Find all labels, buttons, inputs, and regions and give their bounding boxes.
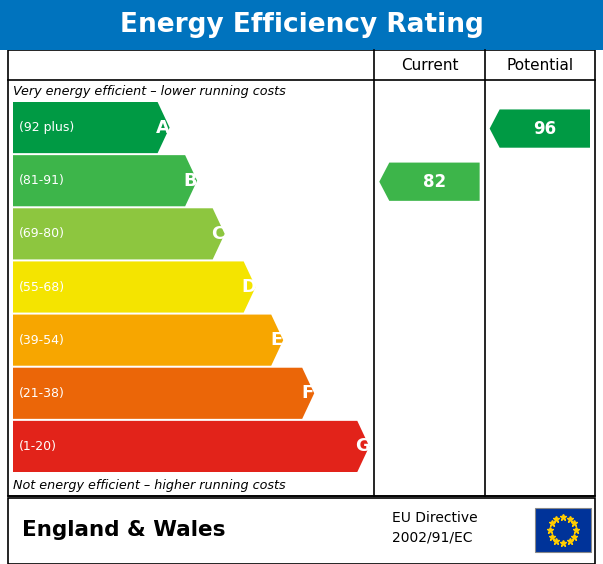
Text: EU Directive
2002/91/EC: EU Directive 2002/91/EC	[393, 511, 478, 545]
Text: (92 plus): (92 plus)	[19, 121, 74, 134]
Text: C: C	[211, 225, 224, 243]
Polygon shape	[13, 262, 256, 312]
Text: Not energy efficient – higher running costs: Not energy efficient – higher running co…	[13, 478, 286, 491]
Text: D: D	[241, 278, 256, 296]
Bar	[0, 0, 603, 50]
Polygon shape	[13, 208, 225, 259]
Text: England & Wales: England & Wales	[22, 520, 226, 540]
Polygon shape	[13, 368, 314, 419]
Text: Current: Current	[401, 58, 458, 73]
Text: G: G	[355, 438, 370, 455]
Polygon shape	[490, 109, 590, 148]
Text: E: E	[270, 331, 282, 349]
Text: Potential: Potential	[507, 58, 573, 73]
Bar	[8, 50, 595, 496]
Text: (81-91): (81-91)	[19, 174, 65, 187]
Bar	[8, 498, 595, 564]
Text: (1-20): (1-20)	[19, 440, 57, 453]
Polygon shape	[13, 155, 197, 206]
Polygon shape	[379, 162, 479, 201]
Text: (39-54): (39-54)	[19, 334, 65, 347]
Text: A: A	[156, 118, 169, 136]
Text: B: B	[183, 171, 197, 190]
Polygon shape	[13, 315, 283, 365]
Text: (69-80): (69-80)	[19, 227, 65, 240]
Text: (21-38): (21-38)	[19, 387, 65, 400]
Text: F: F	[301, 384, 314, 402]
Bar	[535, 508, 591, 552]
Text: 82: 82	[423, 173, 446, 191]
Text: (55-68): (55-68)	[19, 280, 65, 293]
Text: Very energy efficient – lower running costs: Very energy efficient – lower running co…	[13, 85, 286, 98]
Polygon shape	[13, 102, 169, 153]
Text: Energy Efficiency Rating: Energy Efficiency Rating	[119, 12, 484, 38]
Text: 96: 96	[533, 120, 557, 138]
Polygon shape	[13, 421, 369, 472]
